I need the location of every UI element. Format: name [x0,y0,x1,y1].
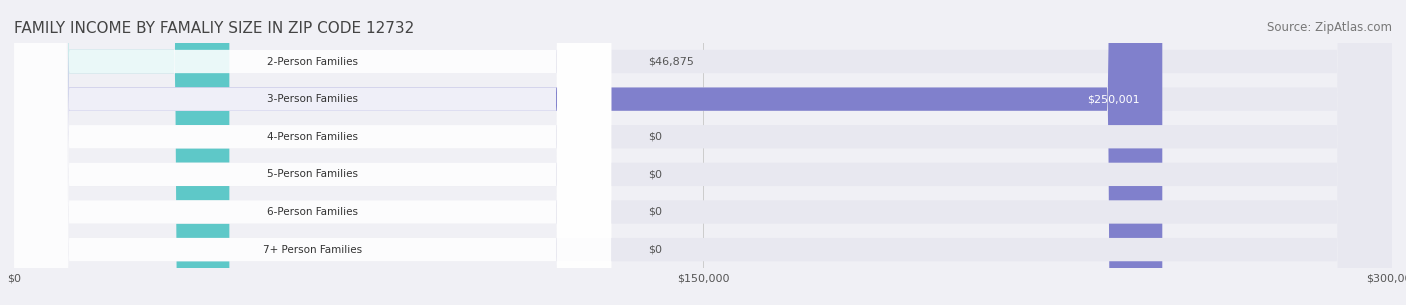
FancyBboxPatch shape [14,0,1392,305]
Text: 2-Person Families: 2-Person Families [267,56,359,66]
Text: $0: $0 [648,132,662,142]
Text: $0: $0 [648,169,662,179]
FancyBboxPatch shape [14,0,1392,305]
Text: Source: ZipAtlas.com: Source: ZipAtlas.com [1267,21,1392,34]
FancyBboxPatch shape [14,0,1392,305]
Text: 6-Person Families: 6-Person Families [267,207,359,217]
FancyBboxPatch shape [14,0,229,305]
Text: 5-Person Families: 5-Person Families [267,169,359,179]
FancyBboxPatch shape [14,0,1392,305]
FancyBboxPatch shape [14,0,612,305]
Text: 7+ Person Families: 7+ Person Families [263,245,363,255]
Text: $250,001: $250,001 [1087,94,1139,104]
FancyBboxPatch shape [14,0,612,305]
FancyBboxPatch shape [14,0,612,305]
FancyBboxPatch shape [14,0,1392,305]
Text: $0: $0 [648,207,662,217]
FancyBboxPatch shape [14,0,1392,305]
Text: 3-Person Families: 3-Person Families [267,94,359,104]
FancyBboxPatch shape [14,0,612,305]
FancyBboxPatch shape [14,0,1163,305]
Text: $46,875: $46,875 [648,56,693,66]
Text: FAMILY INCOME BY FAMALIY SIZE IN ZIP CODE 12732: FAMILY INCOME BY FAMALIY SIZE IN ZIP COD… [14,21,415,36]
FancyBboxPatch shape [14,0,612,305]
Text: $0: $0 [648,245,662,255]
FancyBboxPatch shape [14,0,612,305]
Text: 4-Person Families: 4-Person Families [267,132,359,142]
